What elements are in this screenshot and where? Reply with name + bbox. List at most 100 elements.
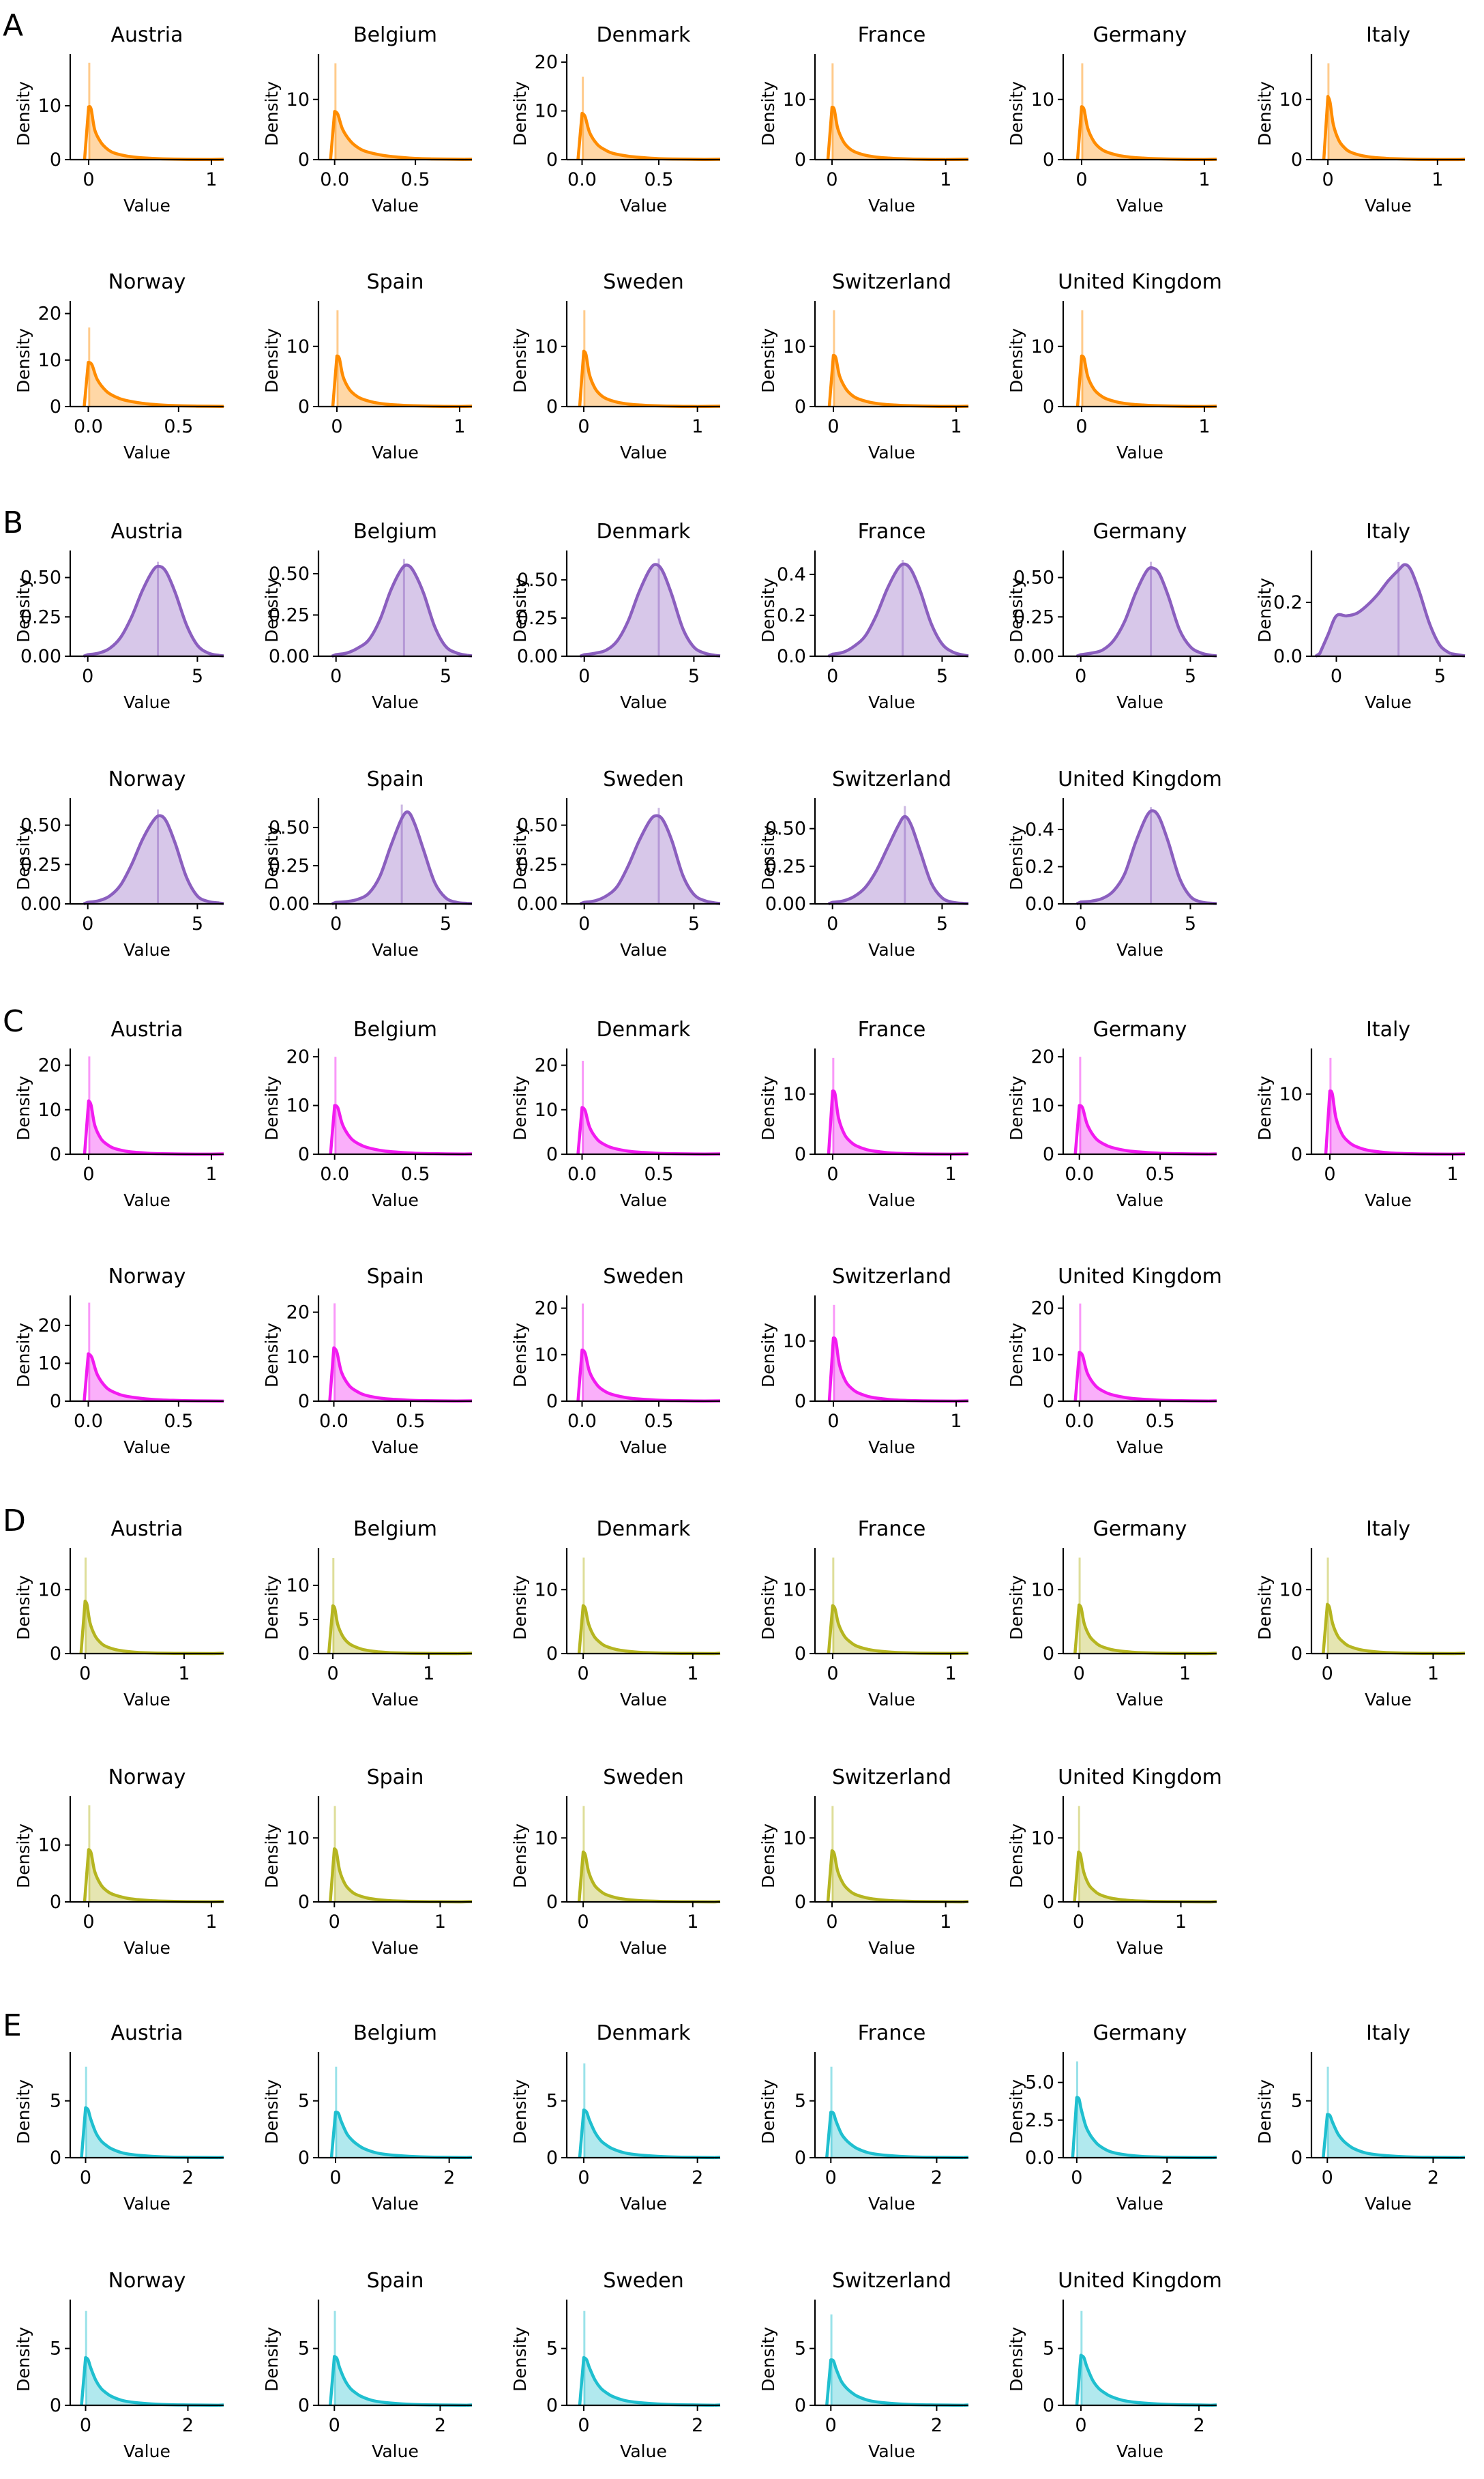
subplot-title: Italy	[1366, 2021, 1410, 2045]
y-axis-label: Density	[510, 1076, 530, 1141]
subplot-title: United Kingdom	[1058, 2269, 1222, 2293]
y-tick-label: 0	[50, 1391, 61, 1412]
x-axis-label: Value	[1116, 1690, 1163, 1710]
subplot-a-switzerland: 0 10 0 1 Switzerland Value Density	[758, 270, 969, 463]
x-tick-label: 5	[1185, 913, 1196, 935]
y-tick-label: 10	[1031, 1579, 1054, 1600]
subplot-title: Norway	[108, 767, 186, 791]
histogram-spike	[1150, 561, 1153, 656]
y-axis-label: Density	[510, 328, 530, 393]
histogram-spike	[657, 558, 660, 656]
x-tick-label: 5	[688, 913, 700, 935]
y-tick-label: 0.00	[517, 894, 558, 915]
y-tick-label: 10	[535, 336, 558, 357]
subplot-title: United Kingdom	[1058, 1765, 1222, 1789]
y-axis-label: Density	[1007, 825, 1026, 890]
x-axis-label: Value	[372, 1938, 419, 1958]
x-tick-label: 5	[192, 666, 203, 687]
y-tick-label: 10	[1031, 1828, 1054, 1849]
x-tick-label: 0	[1075, 169, 1087, 190]
density-area	[1082, 355, 1204, 407]
x-tick-label: 5	[936, 913, 948, 935]
y-tick-label: 5.0	[1025, 2072, 1054, 2094]
y-axis-label: Density	[758, 328, 778, 393]
x-axis-label: Value	[372, 2441, 419, 2461]
subplot-title: Austria	[111, 520, 183, 544]
y-tick-label: 20	[535, 1055, 558, 1076]
x-tick-label: 0.5	[644, 169, 674, 190]
y-tick-label: 0	[298, 1643, 310, 1664]
subplot-d-sweden: 0 10 0 1 Sweden Value Density	[510, 1765, 721, 1958]
x-axis-label: Value	[123, 2194, 170, 2214]
x-tick-label: 0	[330, 913, 342, 935]
y-tick-label: 10	[783, 89, 806, 111]
density-area	[1082, 106, 1204, 160]
subplot-e-norway: 0 5 0 2 Norway Value Density	[14, 2269, 224, 2461]
subplot-title: Italy	[1366, 23, 1410, 47]
subplot-title: Belgium	[353, 520, 437, 544]
x-axis-label: Value	[868, 1690, 915, 1710]
subplot-a-sweden: 0 10 0 1 Sweden Value Density	[510, 270, 721, 463]
x-axis-label: Value	[1116, 443, 1163, 463]
x-axis-label: Value	[1116, 692, 1163, 712]
y-tick-label: 0	[795, 2147, 806, 2169]
y-tick-label: 10	[1031, 89, 1054, 111]
subplot-c-united-kingdom: 0 10 20 0.0 0.5 United Kingdom Value Density	[1007, 1265, 1222, 1457]
density-area	[87, 815, 220, 904]
y-axis-label: Density	[262, 578, 282, 643]
panel-label-e: E	[3, 2008, 22, 2043]
subplot-d-austria: 0 10 0 1 Austria Value Density	[14, 1517, 224, 1710]
x-axis-label: Value	[620, 692, 667, 712]
x-tick-label: 0.5	[164, 416, 193, 437]
y-tick-label: 0.25	[517, 854, 558, 875]
subplot-d-belgium: 0 5 10 0 1 Belgium Value Density	[262, 1517, 473, 1710]
subplot-b-france: 0.0 0.2 0.4 0 5 France Value Density	[758, 520, 969, 712]
subplot-e-france: 0 5 0 2 France Value Density	[758, 2021, 969, 2214]
y-tick-label: 0	[546, 1643, 558, 1664]
x-tick-label: 0.0	[567, 1164, 597, 1185]
density-area	[89, 1849, 211, 1902]
y-axis-label: Density	[262, 1076, 282, 1141]
y-tick-label: 0.00	[20, 894, 61, 915]
x-axis-label: Value	[868, 692, 915, 712]
x-axis-label: Value	[868, 443, 915, 463]
y-tick-label: 0.0	[1025, 2147, 1054, 2169]
x-tick-label: 0	[578, 2415, 589, 2436]
x-tick-label: 1	[1431, 169, 1443, 190]
x-tick-label: 5	[1185, 666, 1196, 687]
x-axis-label: Value	[1116, 940, 1163, 960]
x-tick-label: 0.5	[644, 1411, 674, 1432]
histogram-spike	[833, 1304, 835, 1401]
density-area	[1079, 1105, 1209, 1154]
x-axis-label: Value	[372, 2194, 419, 2214]
density-area	[1328, 96, 1459, 160]
y-tick-label: 0	[546, 2147, 558, 2169]
x-tick-label: 0.0	[1065, 1411, 1094, 1432]
y-tick-label: 10	[38, 1579, 61, 1600]
x-tick-label: 0	[578, 1911, 589, 1933]
subplot-title: Norway	[108, 1265, 186, 1289]
histogram-spike	[1329, 1057, 1332, 1154]
x-axis-label: Value	[620, 1690, 667, 1710]
y-tick-label: 0	[50, 1892, 61, 1913]
subplot-c-switzerland: 0 10 0 1 Switzerland Value Density	[758, 1265, 969, 1457]
density-area	[1320, 564, 1451, 656]
y-tick-label: 0	[1291, 149, 1303, 171]
subplot-b-united-kingdom: 0.0 0.2 0.4 0 5 United Kingdom Value Density	[1007, 767, 1222, 960]
y-axis-label: Density	[14, 1076, 33, 1141]
y-tick-label: 0	[1043, 2395, 1054, 2416]
density-line	[827, 1604, 951, 1656]
density-area	[584, 2358, 715, 2405]
x-tick-label: 0	[83, 169, 94, 190]
y-tick-label: 10	[535, 1345, 558, 1366]
density-area	[583, 1605, 715, 1654]
histogram-spike	[1150, 807, 1153, 904]
y-tick-label: 0	[546, 1391, 558, 1412]
y-tick-label: 0	[795, 149, 806, 171]
density-line	[1075, 105, 1205, 162]
y-axis-label: Density	[510, 578, 530, 643]
x-tick-label: 1	[205, 1911, 217, 1933]
x-tick-label: 0.0	[567, 1411, 597, 1432]
subplot-title: Spain	[367, 270, 424, 294]
density-line	[579, 563, 717, 658]
